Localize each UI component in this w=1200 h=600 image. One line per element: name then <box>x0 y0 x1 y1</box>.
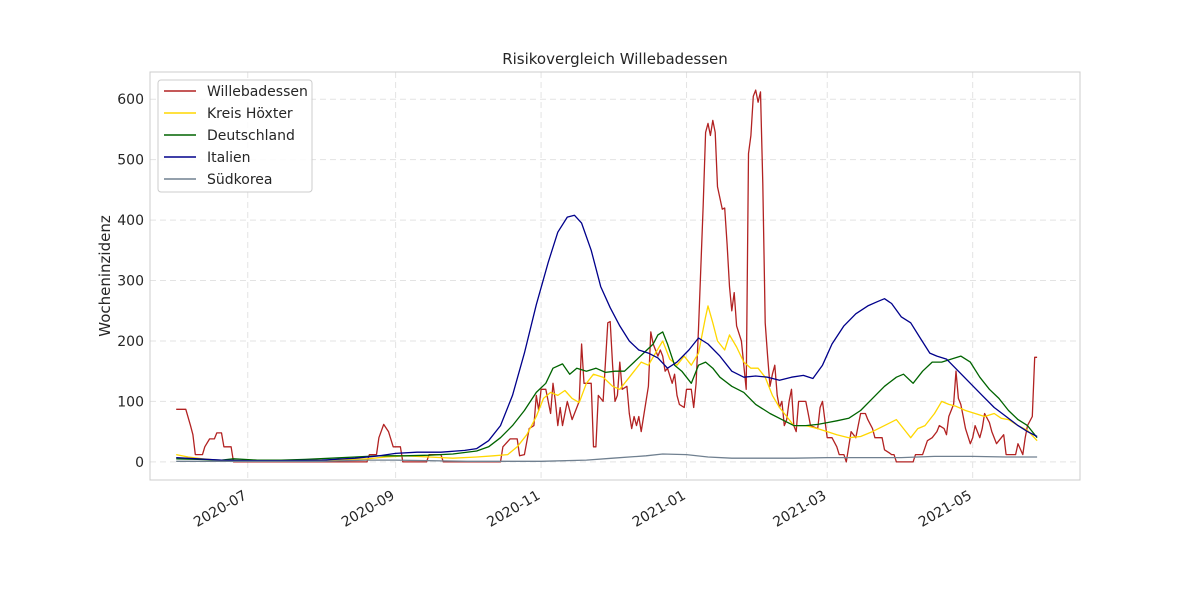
y-tick-label: 400 <box>117 213 144 229</box>
y-tick-label: 100 <box>117 394 144 410</box>
legend-label: Südkorea <box>207 172 272 188</box>
legend-label: Italien <box>207 150 250 166</box>
legend: Willebadessen Kreis Höxter Deutschland Ital… <box>157 79 313 193</box>
y-tick-label: 200 <box>117 334 144 350</box>
y-tick-label: 500 <box>117 153 144 169</box>
legend-box <box>157 79 313 193</box>
y-tick-label: 0 <box>135 455 144 471</box>
series-line-italien <box>176 214 1038 462</box>
legend-label: Willebadessen <box>207 84 308 100</box>
series-line-willebadessen <box>176 89 1038 463</box>
y-tick-label: 300 <box>117 274 144 290</box>
y-tick-label: 600 <box>117 92 144 108</box>
series-line-kreis-h-xter <box>176 305 1038 462</box>
series-lines <box>176 89 1038 463</box>
series-line-s-dkorea <box>176 453 1038 462</box>
legend-label: Kreis Höxter <box>207 106 293 122</box>
y-axis-label: Wocheninzidenz <box>96 215 114 337</box>
chart-title: Risikovergleich Willebadessen <box>502 50 728 68</box>
series-line-deutschland <box>176 331 1038 461</box>
y-axis-ticks: 0 100 200 300 400 500 600 <box>117 92 144 471</box>
legend-label: Deutschland <box>207 128 295 144</box>
plot-frame <box>149 71 1081 481</box>
